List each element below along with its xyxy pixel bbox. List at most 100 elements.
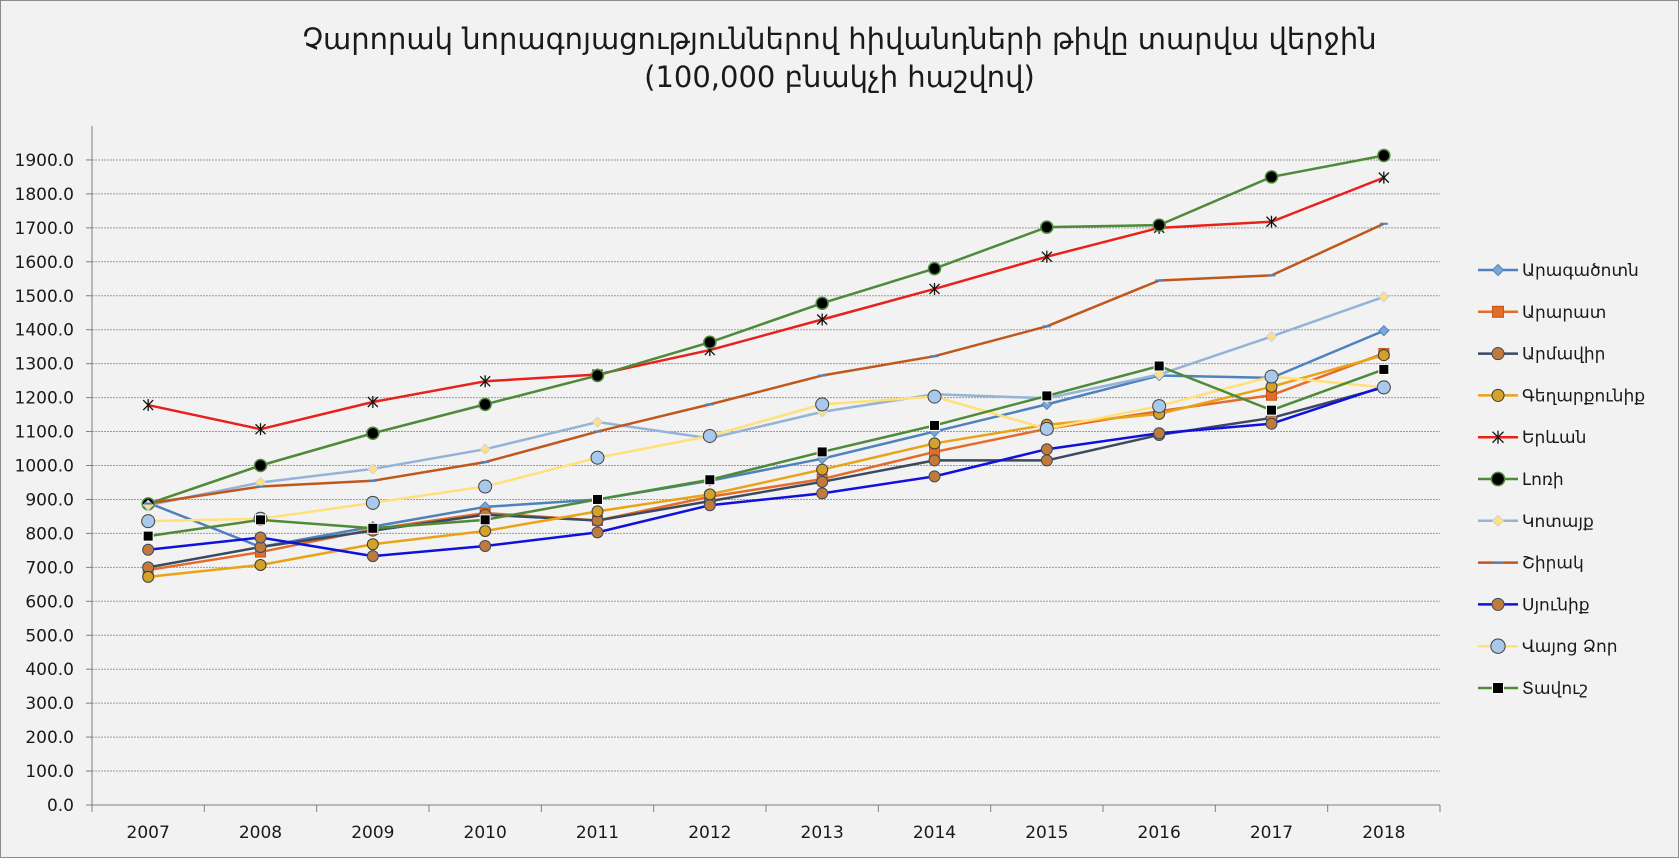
marker-shape [703, 335, 717, 350]
data-point-s7-2017 [1265, 330, 1278, 343]
marker-shape [1491, 347, 1505, 361]
series-line-9 [148, 385, 1385, 558]
marker-shape [591, 416, 604, 428]
marker-shape [366, 538, 379, 551]
x-tick-label: 2018 [1362, 823, 1405, 843]
legend-swatch-marker [1491, 597, 1505, 611]
marker-shape [927, 261, 942, 276]
x-tick-labels: 2007 2008 2009 2010 2011 2012 2013 2014 2015 2016… [127, 823, 1406, 843]
legend-item-7: Կոտայք [1478, 512, 1594, 532]
series-line-6 [147, 154, 1385, 506]
x-tick-label: 2009 [351, 823, 394, 843]
marker-shape [1040, 443, 1053, 456]
y-tick-label: 1300.0 [15, 355, 74, 375]
marker-shape [1491, 597, 1505, 611]
y-tick-label: 100.0 [25, 762, 74, 782]
legend-label: Տավուշ [1522, 679, 1588, 699]
data-point-s9-2016 [1153, 427, 1166, 440]
y-tick-label: 1600.0 [15, 253, 74, 273]
legend-label: Լոռի [1522, 470, 1564, 490]
series-line-8 [147, 222, 1385, 505]
data-point-s4-2008 [254, 558, 267, 571]
marker-shape [1041, 398, 1053, 411]
data-point-s4-2011 [591, 505, 604, 518]
data-point-s10-2018 [1376, 380, 1391, 395]
y-tick-label: 800.0 [25, 524, 74, 544]
data-point-s7-2016 [1153, 368, 1165, 381]
series-line-4 [148, 353, 1385, 579]
chart-title: Չարորակ նորագոյացություններով հիվանդների… [0, 20, 1679, 96]
y-tick-label: 1400.0 [15, 321, 74, 341]
data-point-s10-2014 [927, 389, 942, 404]
marker-shape [479, 539, 492, 552]
data-point-s9-2010 [479, 539, 492, 552]
data-point-s3-2013 [816, 475, 829, 488]
data-point-s4-2012 [703, 488, 716, 501]
legend-item-9: Սյունիք [1478, 595, 1590, 615]
marker-shape [1378, 363, 1390, 375]
marker-shape [1153, 368, 1165, 381]
data-point-s6-2018 [1377, 148, 1391, 163]
marker-shape [479, 514, 491, 526]
legend-label: Վայոց Ձոր [1522, 637, 1618, 657]
legend-item-10: Վայոց Ձոր [1478, 637, 1618, 657]
data-point-s6-2010 [478, 397, 492, 412]
data-point-s7-2010 [479, 443, 491, 455]
marker-shape [254, 558, 267, 571]
data-point-s11-2018 [1378, 363, 1390, 375]
marker-shape [816, 463, 829, 476]
marker-shape [928, 454, 941, 467]
marker-shape [592, 493, 603, 505]
marker-shape [1492, 682, 1504, 694]
marker-shape [366, 550, 379, 563]
data-point-s11-2011 [592, 493, 603, 505]
marker-shape [591, 505, 604, 518]
y-tick-label: 1800.0 [15, 185, 74, 205]
data-point-s11-2017 [1266, 404, 1277, 416]
data-point-s7-2018 [1378, 291, 1390, 303]
data-point-s5-2017 [1266, 215, 1277, 228]
legend-swatch-marker [1491, 263, 1505, 277]
marker-shape [1264, 369, 1279, 384]
legend-label: Շիրակ [1522, 554, 1584, 574]
data-point-s10-2013 [815, 397, 830, 412]
marker-shape [142, 570, 155, 583]
marker-shape [816, 487, 829, 500]
marker-shape [590, 368, 605, 383]
x-tick-label: 2008 [239, 823, 282, 843]
legend-item-8: Շիրակ [1478, 554, 1584, 574]
legend-item-11: Տավուշ [1478, 679, 1588, 699]
marker-shape [1040, 220, 1054, 234]
marker-shape [815, 397, 830, 412]
marker-shape [1265, 330, 1278, 343]
data-point-s9-2012 [703, 499, 716, 512]
series-line-3 [147, 386, 1385, 569]
marker-shape [590, 450, 605, 465]
marker-shape [928, 437, 941, 450]
data-point-s5-2009 [367, 396, 379, 409]
marker-shape [1377, 349, 1390, 362]
marker-shape [703, 488, 716, 501]
data-point-s6-2008 [253, 458, 268, 473]
legend-swatch-marker [1490, 471, 1506, 487]
x-tick-label: 2010 [464, 823, 507, 843]
data-point-s3-2014 [928, 454, 941, 467]
data-point-s1-2018 [1378, 325, 1390, 337]
marker-shape [366, 426, 380, 440]
marker-shape [703, 499, 716, 512]
y-tick-label: 0.0 [47, 796, 74, 816]
legend-label: Արագածոտն [1522, 261, 1639, 281]
data-point-s10-2015 [1039, 421, 1054, 436]
legend-item-6: Լոռի [1478, 470, 1564, 490]
marker-shape [254, 531, 267, 544]
marker-shape [1378, 291, 1390, 303]
y-tick-label: 700.0 [25, 558, 74, 578]
y-tick-label: 1900.0 [15, 151, 74, 171]
data-point-s11-2007 [142, 530, 154, 542]
data-point-s9-2007 [142, 543, 155, 556]
marker-shape [1491, 263, 1505, 277]
marker-shape [928, 470, 941, 483]
series-line-1 [147, 329, 1385, 549]
